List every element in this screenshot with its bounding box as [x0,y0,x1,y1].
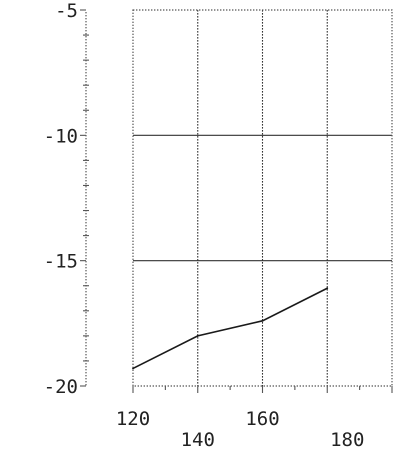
plot-frame [132,9,393,387]
y-tick-label: -10 [44,125,78,147]
tick-labels: -5 -10 -15 -20 120 140 160 180 [44,0,365,451]
data-line [132,287,328,370]
grid-layer [133,10,392,386]
data-point [326,287,329,290]
data-point [261,319,264,322]
data-point [132,367,134,370]
x-tick-label: 160 [245,408,279,430]
series-layer [132,287,329,370]
y-tick-label: -5 [55,0,78,22]
data-point [196,334,199,337]
y-tick-label: -15 [44,251,78,273]
x-tick-label: 140 [181,429,215,451]
plot-border [132,9,393,387]
x-tick-label: 120 [116,408,150,430]
x-tick-label: 180 [330,429,364,451]
axes [80,9,393,393]
y-tick-label: -20 [44,376,78,398]
